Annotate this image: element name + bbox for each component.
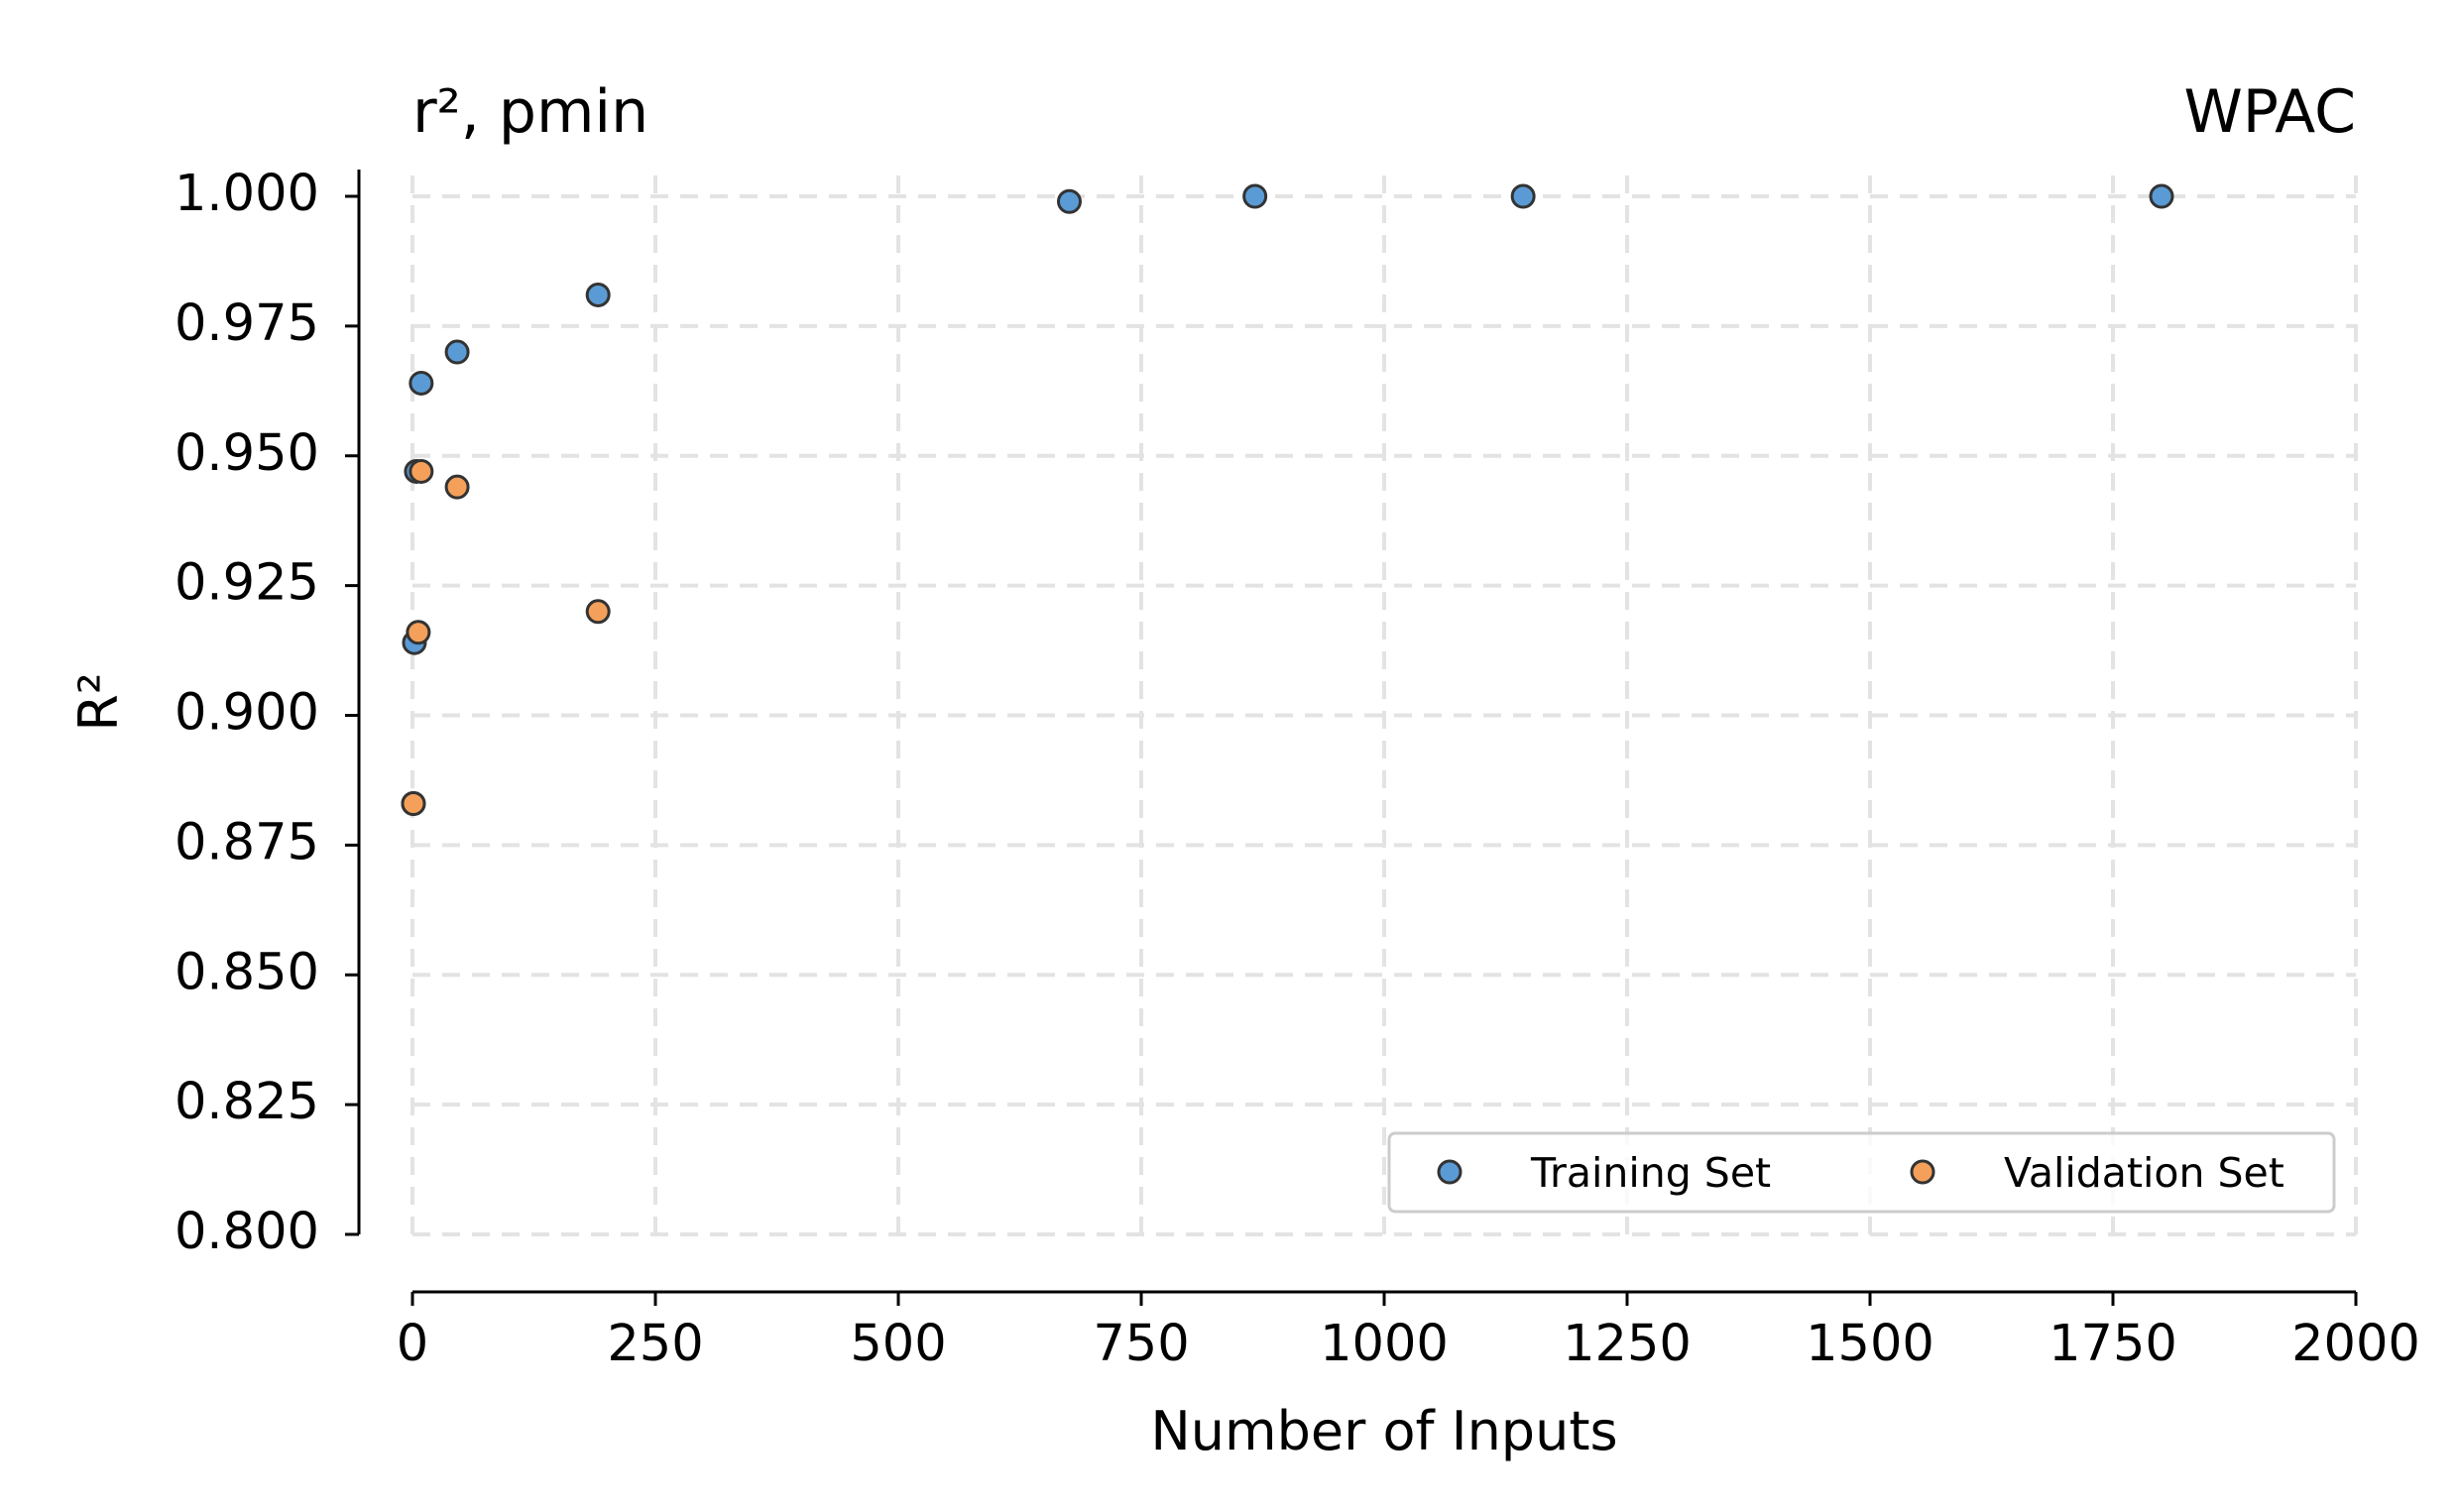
y-tick-label: 0.825 [175,1073,319,1131]
validation-point [409,458,434,484]
training-point [1056,188,1082,214]
validation-point [401,790,426,816]
legend-label-validation: Validation Set [2004,1149,2284,1197]
training-point [2149,183,2174,209]
x-tick-label: 1000 [1320,1315,1449,1373]
x-tick-label: 250 [607,1315,703,1373]
validation-point [406,620,431,645]
y-tick-label: 0.900 [175,684,319,743]
training-point [585,282,611,307]
y-axis-label: R² [67,672,130,731]
y-tick-label: 0.875 [175,813,319,872]
legend: Training Set Validation Set [1387,1131,2336,1214]
validation-point [444,474,470,500]
x-axis-label: Number of Inputs [1150,1400,1617,1462]
chart-title-right: WPAC [2183,77,2356,147]
validation-set-points [401,458,611,816]
training-point [444,339,470,365]
training-point [1242,183,1268,209]
legend-marker-training [1437,1159,1463,1185]
x-tick-label: 1250 [1563,1315,1692,1373]
training-set-points [401,183,2174,816]
training-point [409,370,434,396]
y-tick-label: 1.000 [175,165,319,223]
x-tick-label: 750 [1093,1315,1189,1373]
y-tick-label: 0.925 [175,554,319,613]
legend-box [1387,1131,2336,1214]
y-ticks: 0.800 0.825 0.850 0.875 0.900 0.925 0.950 0.975… [175,165,359,1261]
validation-point [585,599,611,625]
x-ticks: 0 250 500 750 1000 1250 1500 1750 2000 [397,1292,2420,1373]
x-tick-label: 1750 [2049,1315,2177,1373]
x-tick-label: 0 [397,1315,428,1373]
y-tick-label: 0.800 [175,1203,319,1261]
x-tick-label: 500 [850,1315,946,1373]
grid [410,172,2358,1236]
y-tick-label: 0.950 [175,424,319,483]
legend-label-training: Training Set [1530,1149,1771,1197]
x-tick-label: 2000 [2291,1315,2420,1373]
chart-title-left: r², pmin [412,77,648,147]
y-tick-label: 0.975 [175,294,319,353]
y-tick-label: 0.850 [175,943,319,1001]
legend-marker-validation [1910,1159,1935,1185]
x-tick-label: 1500 [1806,1315,1934,1373]
training-point [1510,183,1536,209]
